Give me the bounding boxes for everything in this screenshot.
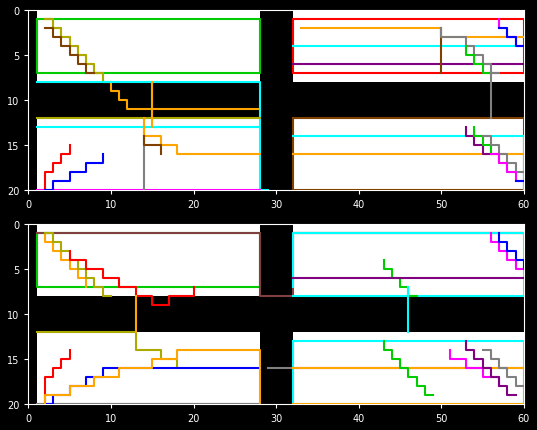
Bar [293,11,524,83]
Bar [293,332,524,404]
Bar [37,11,259,83]
Bar [293,119,524,190]
Bar [37,332,259,404]
Bar [37,119,259,190]
Bar [37,224,259,296]
Bar [293,224,524,296]
